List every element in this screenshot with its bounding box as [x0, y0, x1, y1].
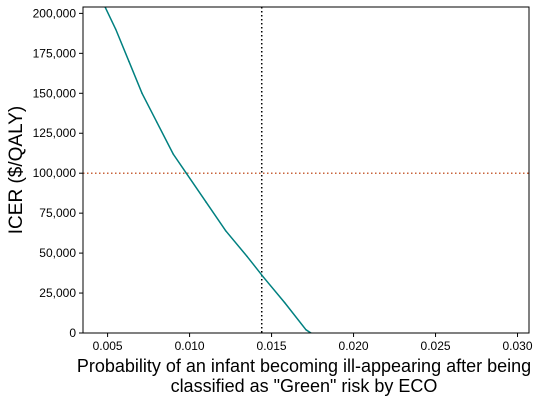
x-axis-title-line-2: classified as "Green" risk by ECO [171, 376, 438, 396]
x-tick-label: 0.005 [93, 339, 123, 353]
y-tick-label: 50,000 [39, 246, 76, 260]
icer-data-point [172, 153, 174, 155]
icer-data-point [283, 301, 286, 304]
plot-frame [82, 6, 530, 334]
icer-data-point [115, 28, 117, 31]
icer-data-point [185, 172, 188, 174]
y-tick-label: 125,000 [33, 126, 77, 140]
icer-data-point [305, 329, 307, 331]
icer-data-point [246, 255, 248, 258]
x-axis-title-line-1: Probability of an infant becoming ill-ap… [77, 356, 531, 376]
icer-data-point [128, 60, 130, 63]
icer-data-point [141, 92, 143, 95]
plot-area [83, 5, 529, 333]
y-tick-label: 200,000 [33, 6, 77, 20]
x-tick-label: 0.010 [175, 339, 205, 353]
y-tick-label: 150,000 [33, 86, 77, 100]
x-tick-label: 0.030 [503, 339, 533, 353]
x-tick-label: 0.020 [339, 339, 369, 353]
icer-data-point [104, 5, 106, 7]
icer-data-point [224, 229, 227, 232]
y-tick-label: 75,000 [39, 206, 76, 220]
y-axis: 0 25,000 50,000 75,000 100,000 125,000 150,000… [33, 6, 83, 340]
icer-series-line [104, 7, 312, 333]
x-axis: 0.005 0.010 0.015 0.020 0.025 0.030 [93, 333, 533, 353]
icer-data-point [156, 121, 158, 123]
y-tick-label: 0 [69, 326, 76, 340]
icer-data-point [262, 276, 265, 278]
y-tick-label: 175,000 [33, 46, 77, 60]
y-axis-title: ICER ($/QALY) [6, 106, 27, 234]
icer-data-point [205, 201, 207, 203]
y-tick-label: 100,000 [33, 166, 77, 180]
y-tick-label: 25,000 [39, 286, 76, 300]
x-tick-label: 0.025 [421, 339, 451, 353]
x-tick-label: 0.015 [257, 339, 287, 353]
